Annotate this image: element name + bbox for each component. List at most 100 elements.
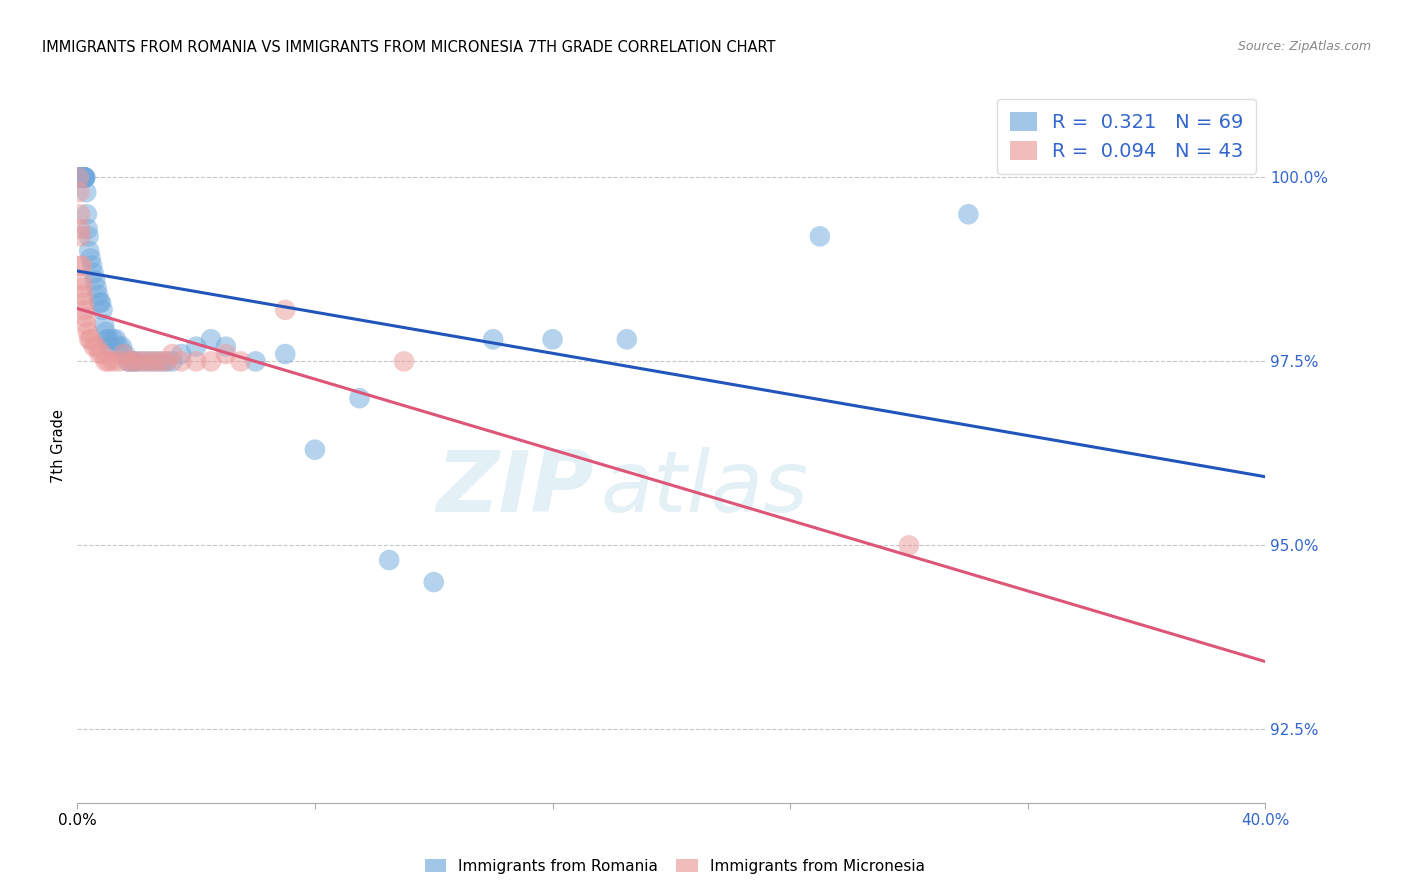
Text: Source: ZipAtlas.com: Source: ZipAtlas.com [1237,40,1371,54]
Point [94,325,117,339]
Point [69,229,91,244]
Point [86,340,108,354]
Point [70,170,93,185]
Point [898,538,921,552]
Text: IMMIGRANTS FROM ROMANIA VS IMMIGRANTS FROM MICRONESIA 7TH GRADE CORRELATION CHAR: IMMIGRANTS FROM ROMANIA VS IMMIGRANTS FR… [42,40,776,55]
Y-axis label: 7th Grade: 7th Grade [51,409,66,483]
Point [77,332,100,346]
Point [72,288,94,302]
Point [138,354,160,368]
Point [72,170,94,185]
Point [112,347,135,361]
Point [114,347,136,361]
Point [97,354,120,368]
Point [73,295,96,310]
Point [104,332,127,346]
Point [108,340,131,354]
Point [76,207,98,221]
Point [73,170,96,185]
Point [89,295,111,310]
Point [215,347,238,361]
Point [70,259,93,273]
Point [72,170,94,185]
Point [72,170,94,185]
Point [69,207,91,221]
Point [149,354,172,368]
Point [155,354,177,368]
Point [75,185,97,199]
Point [75,310,97,325]
Point [73,170,96,185]
Point [72,170,94,185]
Point [162,347,184,361]
Point [957,207,980,221]
Point [69,170,91,185]
Point [392,354,415,368]
Point [125,354,148,368]
Legend: Immigrants from Romania, Immigrants from Micronesia: Immigrants from Romania, Immigrants from… [419,853,931,880]
Point [77,229,100,244]
Legend: R =  0.321   N = 69, R =  0.094   N = 43: R = 0.321 N = 69, R = 0.094 N = 43 [997,99,1256,174]
Point [125,354,148,368]
Point [69,170,91,185]
Point [149,354,172,368]
Point [215,340,238,354]
Point [541,332,564,346]
Point [117,354,139,368]
Point [69,222,91,236]
Point [70,170,93,185]
Point [482,332,505,346]
Point [120,354,142,368]
Point [70,273,93,287]
Point [91,347,114,361]
Point [93,318,115,332]
Point [72,170,94,185]
Point [155,354,177,368]
Point [89,347,111,361]
Point [245,354,267,368]
Point [97,332,120,346]
Point [200,332,222,346]
Point [87,288,110,302]
Point [170,347,193,361]
Point [73,170,96,185]
Point [122,354,145,368]
Point [138,354,160,368]
Point [70,259,93,273]
Point [101,332,124,346]
Point [229,354,252,368]
Point [75,318,97,332]
Point [349,391,371,405]
Point [73,170,96,185]
Point [131,354,153,368]
Point [83,266,105,280]
Point [98,340,121,354]
Text: ZIP: ZIP [436,447,595,531]
Point [200,354,222,368]
Point [117,354,139,368]
Point [101,354,124,368]
Point [82,259,104,273]
Point [274,302,297,317]
Point [616,332,638,346]
Point [91,302,114,317]
Point [72,281,94,295]
Point [378,553,401,567]
Point [67,170,90,185]
Point [162,354,184,368]
Point [76,222,98,236]
Point [186,354,208,368]
Point [84,273,107,287]
Point [808,229,831,244]
Point [131,354,153,368]
Point [70,170,93,185]
Point [76,325,98,339]
Point [70,170,93,185]
Point [186,340,208,354]
Point [73,302,96,317]
Text: atlas: atlas [600,447,808,531]
Point [83,340,105,354]
Point [77,244,100,258]
Point [111,340,134,354]
Point [121,354,143,368]
